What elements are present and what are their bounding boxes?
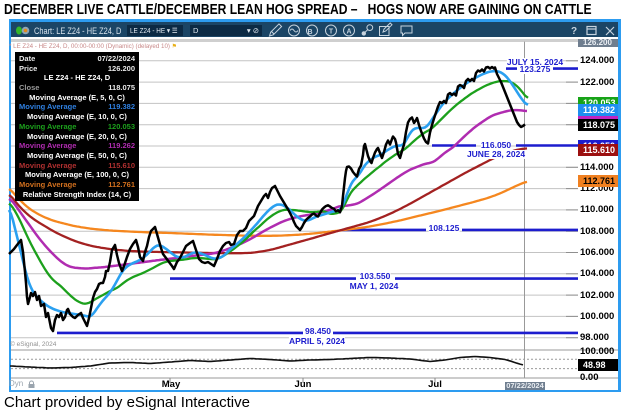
svg-text:?: ? <box>571 26 577 37</box>
svg-text:B: B <box>307 29 312 36</box>
svg-text:A: A <box>346 29 351 36</box>
svg-text:T: T <box>329 29 334 36</box>
